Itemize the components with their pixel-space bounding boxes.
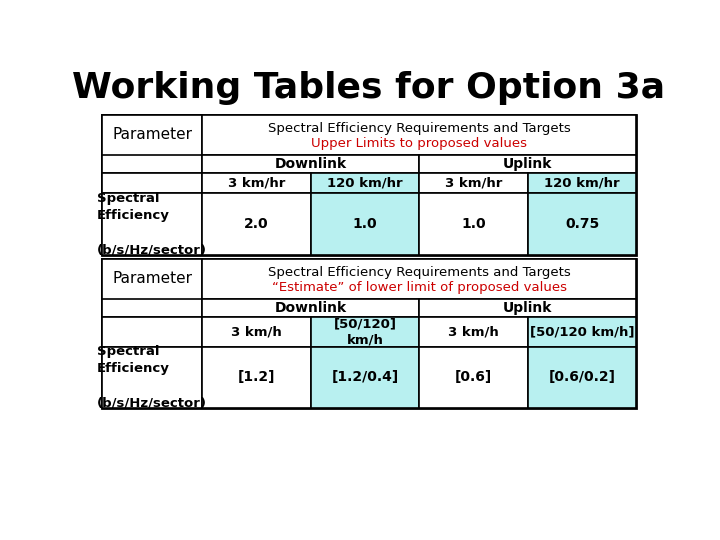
Bar (202, 299, 419, 318)
Bar (419, 299, 636, 318)
Text: Parameter: Parameter (112, 127, 192, 143)
Bar (311, 347, 419, 408)
Bar (311, 173, 419, 193)
Bar (528, 347, 636, 408)
Text: 120 km/hr: 120 km/hr (328, 177, 403, 190)
Text: 2.0: 2.0 (244, 217, 269, 231)
Bar (102, 155, 202, 173)
Bar (528, 173, 636, 193)
Bar (102, 318, 202, 347)
Bar (419, 193, 528, 255)
Text: 1.0: 1.0 (462, 217, 486, 231)
Bar (102, 299, 202, 318)
Text: 3 km/hr: 3 km/hr (445, 177, 503, 190)
Bar (202, 347, 311, 408)
Text: [0.6/0.2]: [0.6/0.2] (549, 370, 616, 384)
Text: Downlink: Downlink (275, 157, 347, 171)
Text: Uplink: Uplink (503, 157, 552, 171)
Text: Parameter: Parameter (112, 272, 192, 286)
Bar (528, 318, 636, 347)
Text: [1.2]: [1.2] (238, 370, 275, 384)
Bar (419, 173, 528, 193)
Bar (202, 115, 636, 155)
Text: 3 km/h: 3 km/h (449, 326, 499, 339)
Text: [50/120 km/h]: [50/120 km/h] (530, 326, 634, 339)
Bar (102, 259, 202, 347)
Bar (102, 115, 636, 255)
Text: Spectral
Efficiency

(b/s/Hz/sector): Spectral Efficiency (b/s/Hz/sector) (97, 192, 207, 256)
Bar (202, 155, 419, 173)
Text: 3 km/h: 3 km/h (231, 326, 282, 339)
Bar (102, 173, 202, 193)
Text: Uplink: Uplink (503, 301, 552, 315)
Bar (419, 155, 636, 173)
Text: Downlink: Downlink (275, 301, 347, 315)
Bar (102, 193, 202, 255)
Bar (102, 259, 202, 299)
Bar (102, 115, 202, 193)
Text: [1.2/0.4]: [1.2/0.4] (331, 370, 399, 384)
Bar (528, 193, 636, 255)
Bar (311, 318, 419, 347)
Text: 3 km/hr: 3 km/hr (228, 177, 285, 190)
Text: [50/120]
km/h: [50/120] km/h (333, 317, 397, 347)
Text: Spectral Efficiency Requirements and Targets: Spectral Efficiency Requirements and Tar… (268, 123, 571, 136)
Bar (102, 259, 636, 408)
Text: Spectral
Efficiency

(b/s/Hz/sector): Spectral Efficiency (b/s/Hz/sector) (97, 346, 207, 409)
Bar (202, 193, 311, 255)
Bar (202, 259, 636, 299)
Bar (102, 115, 202, 155)
Text: 0.75: 0.75 (565, 217, 599, 231)
Text: 1.0: 1.0 (353, 217, 377, 231)
Text: “Estimate” of lower limit of proposed values: “Estimate” of lower limit of proposed va… (272, 281, 567, 294)
Text: 120 km/hr: 120 km/hr (544, 177, 620, 190)
Bar (419, 347, 528, 408)
Bar (102, 347, 202, 408)
Text: Working Tables for Option 3a: Working Tables for Option 3a (73, 71, 665, 105)
Bar (419, 318, 528, 347)
Bar (202, 173, 311, 193)
Text: Upper Limits to proposed values: Upper Limits to proposed values (311, 137, 527, 150)
Text: [0.6]: [0.6] (455, 370, 492, 384)
Bar (311, 193, 419, 255)
Bar (202, 318, 311, 347)
Text: Spectral Efficiency Requirements and Targets: Spectral Efficiency Requirements and Tar… (268, 266, 571, 279)
